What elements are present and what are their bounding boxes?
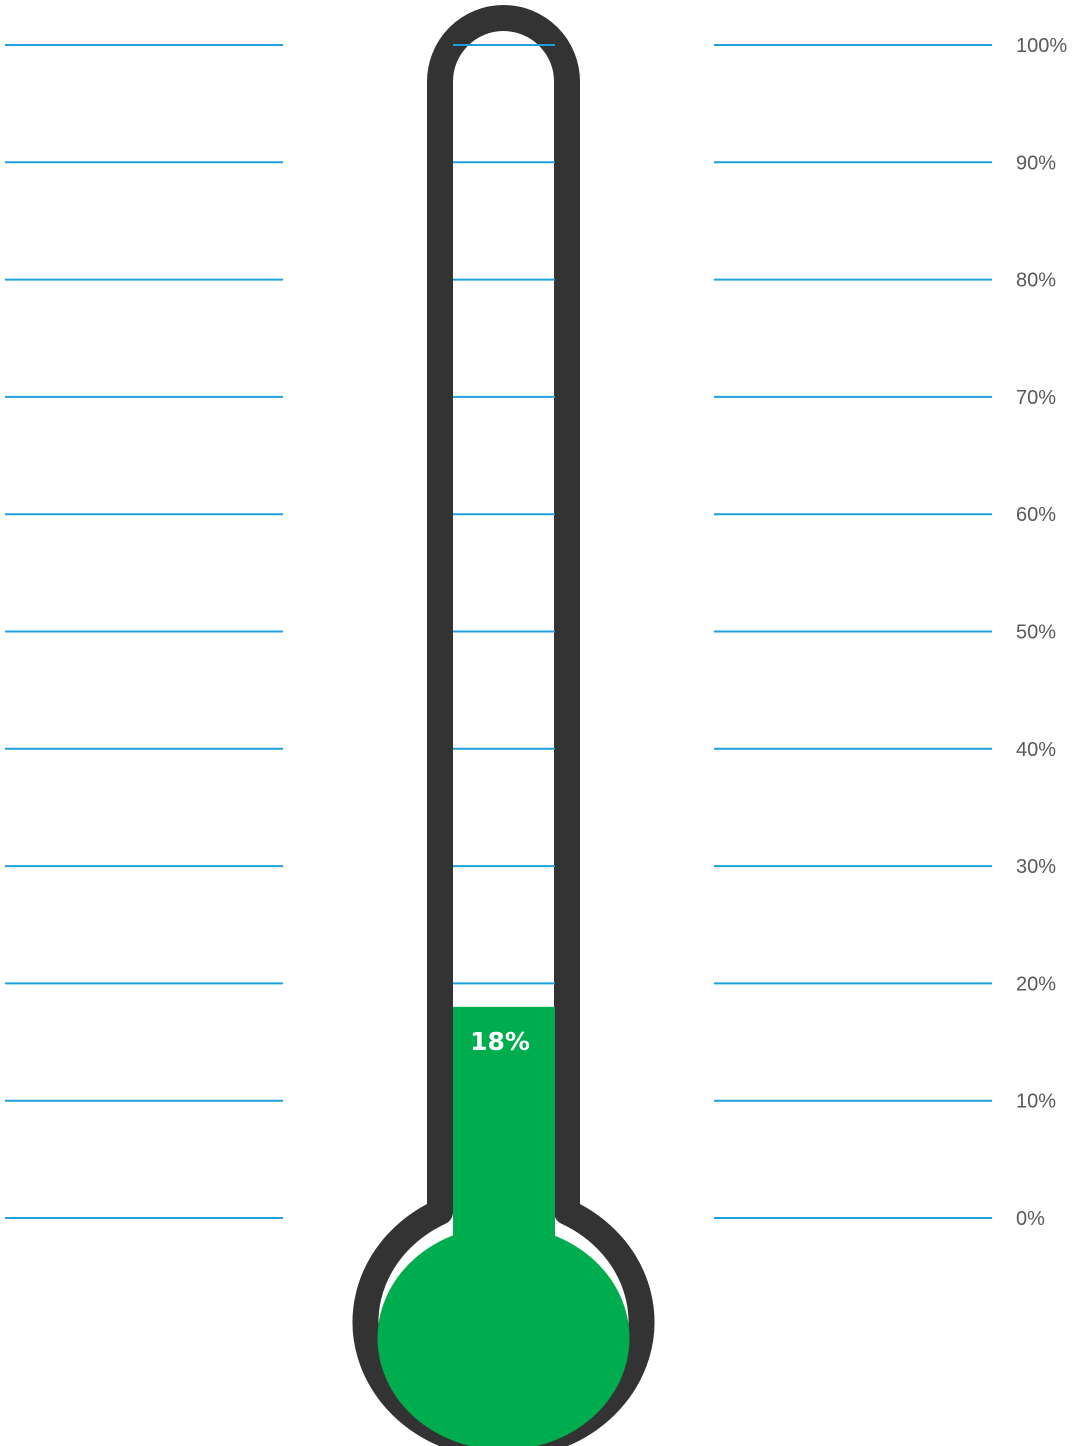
tick-label: 100% — [1016, 35, 1067, 57]
thermometer-outline — [352, 5, 655, 1446]
tick-label: 40% — [1016, 739, 1056, 761]
tick-label: 70% — [1016, 387, 1056, 409]
tick-label: 80% — [1016, 270, 1056, 292]
tick-label: 50% — [1016, 622, 1056, 644]
tick-label: 90% — [1016, 152, 1056, 174]
tick-label: 20% — [1016, 973, 1056, 995]
gridlines — [5, 44, 992, 1219]
fill-column — [453, 1006, 555, 1298]
tick-label: 60% — [1016, 504, 1056, 526]
fill-bulb — [377, 1226, 630, 1446]
tick-label: 30% — [1016, 856, 1056, 878]
tick-label: 10% — [1016, 1091, 1056, 1113]
thermometer-body — [352, 5, 655, 1446]
value-label: 18% — [470, 1027, 530, 1056]
tick-labels: 100% 90% 80% 70% 60% 50% 40% 30% 20% 10% 0% — [1016, 35, 1067, 1230]
tick-label: 0% — [1016, 1208, 1045, 1230]
